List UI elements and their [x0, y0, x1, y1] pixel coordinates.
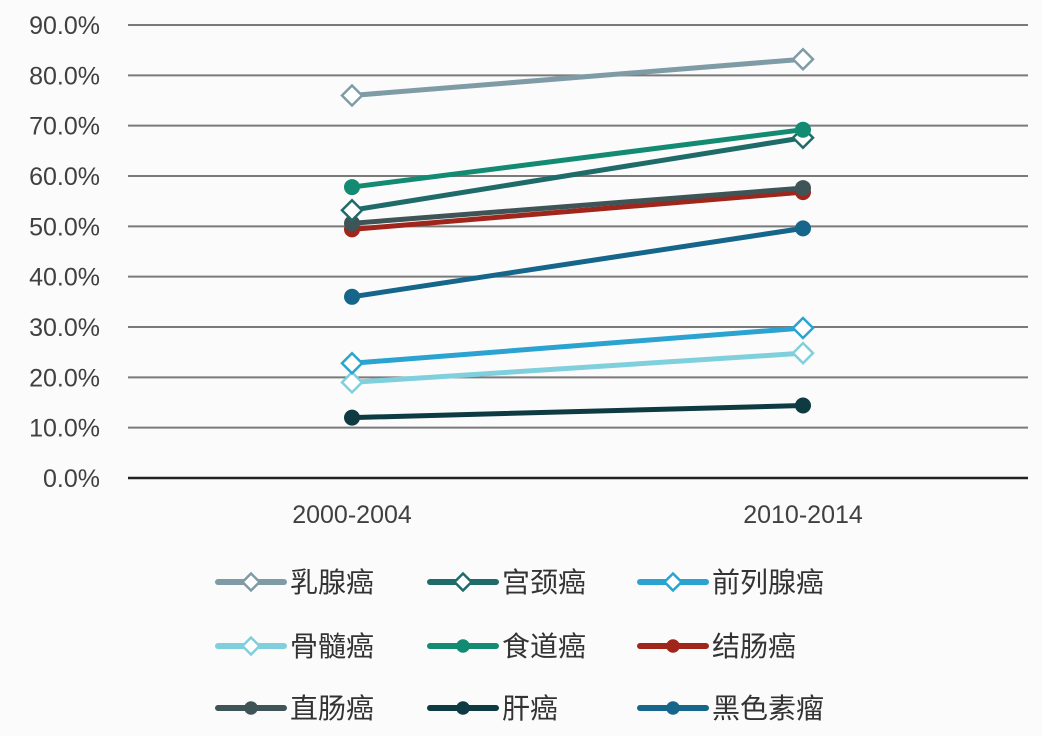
diamond-marker-icon	[662, 571, 684, 593]
diamond-marker-icon	[340, 83, 364, 108]
series-line	[349, 325, 806, 366]
circle-marker-icon	[795, 180, 811, 197]
y-tick-label: 40.0%	[29, 264, 100, 292]
series-lines	[340, 47, 815, 426]
legend-label: 骨髓癌	[290, 630, 374, 663]
circle-marker-icon	[795, 121, 811, 138]
legend-label: 食道癌	[502, 630, 586, 663]
circle-marker-icon	[344, 179, 360, 196]
x-axis-ticks: 2000-2004 2010-2014	[292, 501, 863, 529]
circle-marker-icon	[244, 701, 258, 715]
y-axis-ticks: 0.0% 10.0% 20.0% 30.0% 40.0% 50.0% 60.0% 70.0% 8…	[29, 12, 100, 493]
series-line	[349, 225, 806, 300]
y-tick-label: 70.0%	[29, 113, 100, 141]
circle-marker-icon	[795, 220, 811, 237]
y-tick-label: 60.0%	[29, 163, 100, 191]
circle-marker-icon	[666, 639, 680, 653]
series-0	[340, 47, 815, 108]
diamond-marker-icon	[240, 571, 262, 593]
series-line	[349, 185, 806, 226]
legend-item: 结肠癌	[637, 630, 796, 663]
legend-item: 黑色素瘤	[637, 692, 824, 725]
series-line	[349, 403, 806, 421]
diamond-marker-icon	[791, 47, 815, 71]
legend-item: 食道癌	[427, 630, 586, 663]
diamond-marker-icon	[240, 635, 262, 657]
series-line	[349, 127, 806, 190]
legend-item: 骨髓癌	[215, 630, 374, 663]
legend-label: 肝癌	[502, 692, 558, 725]
y-tick-label: 30.0%	[29, 314, 100, 342]
series-4	[344, 121, 811, 196]
y-tick-label: 50.0%	[29, 213, 100, 241]
circle-marker-icon	[344, 215, 360, 232]
diamond-marker-icon	[791, 316, 815, 340]
legend-item: 宫颈癌	[427, 566, 586, 599]
series-line	[349, 189, 806, 232]
circle-marker-icon	[456, 701, 470, 715]
series-2	[340, 316, 815, 376]
circle-marker-icon	[344, 288, 360, 305]
series-6	[344, 180, 811, 232]
series-line	[349, 350, 806, 385]
circle-marker-icon	[666, 701, 680, 715]
series-line	[349, 56, 806, 98]
legend-item: 直肠癌	[215, 692, 374, 725]
legend-item: 前列腺癌	[637, 566, 824, 599]
y-tick-label: 90.0%	[29, 12, 100, 40]
series-7	[344, 397, 811, 426]
x-tick-label: 2010-2014	[743, 501, 863, 529]
series-3	[340, 341, 815, 395]
legend-label: 前列腺癌	[712, 566, 824, 599]
legend-label: 直肠癌	[290, 692, 374, 725]
y-tick-label: 0.0%	[43, 465, 100, 493]
series-line	[349, 135, 806, 213]
series-8	[344, 220, 811, 305]
circle-marker-icon	[344, 409, 360, 426]
legend-label: 宫颈癌	[502, 566, 586, 599]
legend-item: 乳腺癌	[215, 566, 374, 599]
diamond-marker-icon	[340, 370, 364, 395]
circle-marker-icon	[456, 639, 470, 653]
legend-label: 黑色素瘤	[712, 692, 824, 725]
y-tick-label: 20.0%	[29, 364, 100, 392]
y-tick-label: 10.0%	[29, 415, 100, 443]
y-tick-label: 80.0%	[29, 62, 100, 90]
diamond-marker-icon	[340, 351, 364, 376]
legend-label: 结肠癌	[712, 630, 796, 663]
circle-marker-icon	[795, 397, 811, 414]
diamond-marker-icon	[340, 198, 364, 222]
legend-item: 肝癌	[427, 692, 558, 725]
diamond-marker-icon	[452, 571, 474, 593]
x-tick-label: 2000-2004	[292, 501, 412, 529]
diamond-marker-icon	[791, 341, 815, 365]
legend-label: 乳腺癌	[290, 566, 374, 599]
